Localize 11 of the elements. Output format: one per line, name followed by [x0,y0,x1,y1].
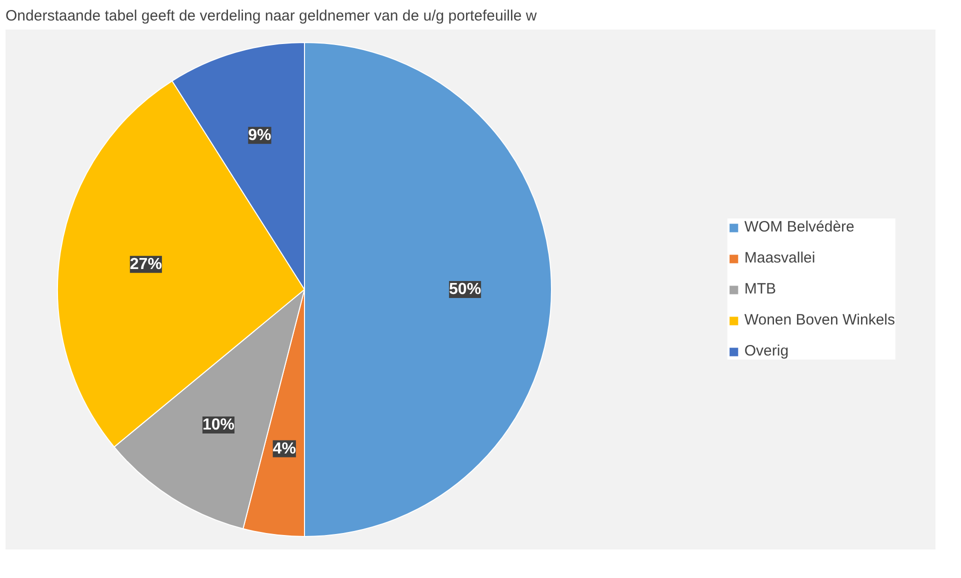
legend-label: Maasvallei [744,250,816,266]
legend-label: Wonen Boven Winkels [744,312,895,328]
data-label: 27% [130,256,162,273]
data-label: 9% [248,126,272,144]
data-label: 4% [272,440,296,458]
chart-title: Onderstaande tabel geeft de verdeling naar geldnemer van de u/g portefeuille w [6,8,537,24]
data-label: 50% [449,281,482,298]
legend-label: MTB [744,280,776,298]
legend-label: Overig [744,342,789,360]
legend-label: WOM Belvédère [744,218,854,236]
data-label: 10% [202,416,234,434]
